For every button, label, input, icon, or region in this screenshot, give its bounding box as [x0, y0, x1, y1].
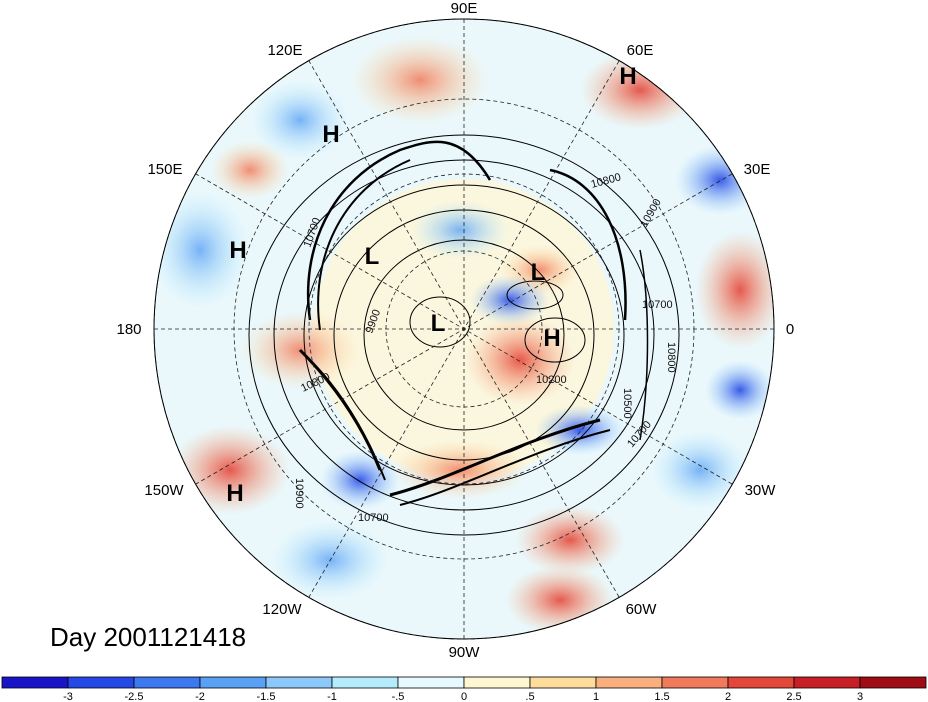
- colorbar-swatch: [397, 676, 465, 689]
- colorbar-swatch: [67, 676, 135, 689]
- contour-label: 10900: [293, 478, 305, 509]
- lon-label-0: 0: [786, 321, 794, 338]
- lon-label-90e: 90E: [451, 0, 478, 17]
- colorbar-tick-label: 2: [725, 691, 731, 702]
- colorbar-tick-label: -2.5: [125, 691, 144, 702]
- contour-label: 10800: [665, 342, 677, 373]
- lon-label-30w: 30W: [745, 482, 777, 499]
- colorbar-swatch: [199, 676, 267, 689]
- colorbar-swatch: [529, 676, 597, 689]
- lon-label-60e: 60E: [627, 42, 654, 59]
- colorbar-tick-label: -1: [327, 691, 337, 702]
- contour-label: 10700: [358, 512, 389, 524]
- colorbar-swatch: [331, 676, 399, 689]
- low-marker: L: [365, 243, 380, 270]
- colorbar: -3 -2.5 -2 -1.5 -1 -.5 0 .5 1 1.5 2 2.5 3: [1, 676, 927, 702]
- low-marker: L: [431, 310, 446, 337]
- anomaly-field: [154, 19, 774, 639]
- longitude-labels: 90E 60E 30E 0 30W 60W 90W 120W 150W 180 …: [116, 0, 794, 661]
- pressure-centers: H H H H H L L L: [226, 63, 636, 507]
- lon-label-90w: 90W: [449, 644, 481, 661]
- colorbar-swatch: [463, 676, 531, 689]
- lon-label-120e: 120E: [267, 42, 302, 59]
- colorbar-swatch: [793, 676, 861, 689]
- colorbar-tick-label: -3: [63, 691, 73, 702]
- lon-label-150w: 150W: [144, 482, 184, 499]
- high-marker: H: [543, 325, 560, 352]
- colorbar-tick-label: 2.5: [786, 691, 801, 702]
- colorbar-swatch: [661, 676, 729, 689]
- high-marker: H: [619, 63, 636, 90]
- contour-label: 10500: [621, 388, 633, 419]
- low-marker: L: [531, 259, 546, 286]
- date-title: Day 2001121418: [50, 622, 246, 652]
- contour-label: 10200: [536, 374, 567, 386]
- lon-label-60w: 60W: [626, 601, 658, 618]
- lon-label-120w: 120W: [262, 601, 302, 618]
- colorbar-tick-label: -.5: [392, 691, 405, 702]
- colorbar-swatch: [265, 676, 333, 689]
- lon-label-150e: 150E: [147, 161, 182, 178]
- lon-label-30e: 30E: [744, 161, 771, 178]
- colorbar-swatch: [727, 676, 795, 689]
- colorbar-swatch: [1, 676, 69, 689]
- colorbar-tick-label: 1: [593, 691, 599, 702]
- colorbar-tick-label: 1.5: [654, 691, 669, 702]
- high-marker: H: [322, 121, 339, 148]
- colorbar-tick-label: 0: [461, 691, 467, 702]
- colorbar-tick-label: .5: [525, 691, 534, 702]
- high-marker: H: [226, 480, 243, 507]
- map-boundary: [153, 18, 775, 640]
- colorbar-swatch: [133, 676, 201, 689]
- lon-label-180: 180: [116, 321, 141, 338]
- colorbar-swatch: [859, 676, 927, 689]
- colorbar-tick-label: -2: [195, 691, 205, 702]
- colorbar-swatch: [595, 676, 663, 689]
- contour-label: 10700: [642, 299, 673, 311]
- colorbar-tick-label: 3: [857, 691, 863, 702]
- high-marker: H: [229, 237, 246, 264]
- colorbar-tick-label: -1.5: [257, 691, 276, 702]
